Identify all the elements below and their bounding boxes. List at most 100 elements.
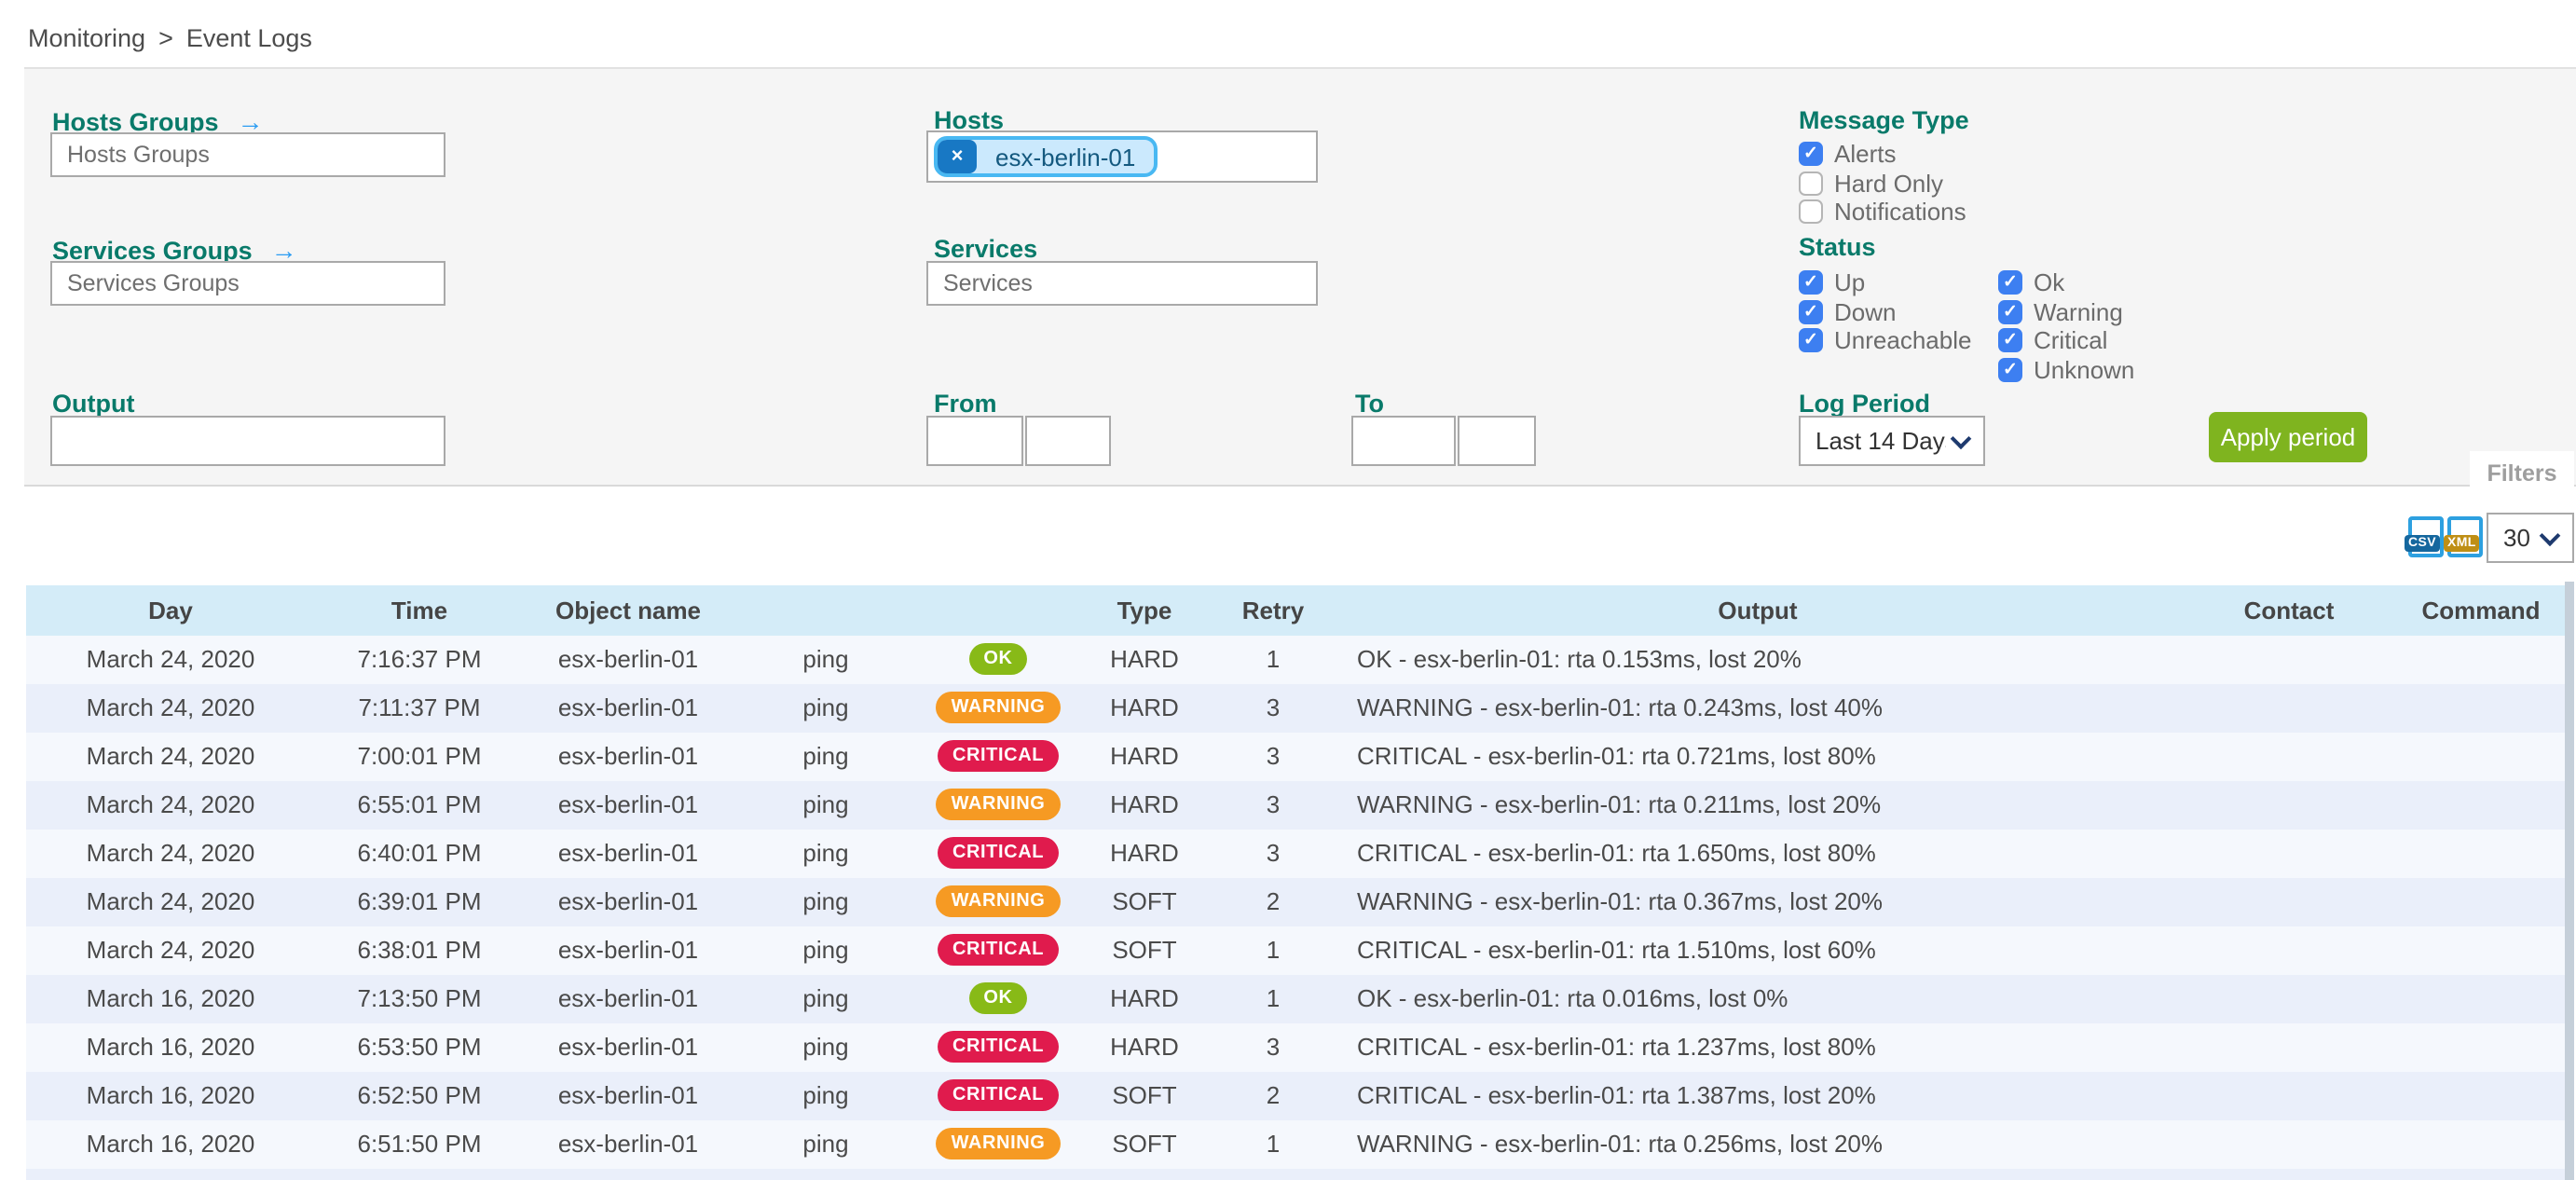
- hosts-input[interactable]: × esx-berlin-01: [926, 130, 1318, 183]
- cell-object-name[interactable]: esx-berlin-01: [557, 1033, 699, 1061]
- cell-object-name[interactable]: esx-berlin-01: [557, 693, 699, 721]
- to-time-input[interactable]: [1458, 416, 1536, 466]
- checkbox-icon[interactable]: ✓: [1799, 299, 1823, 324]
- cell-status: WARNING: [919, 1120, 1077, 1169]
- arrow-right-icon[interactable]: →: [270, 235, 297, 265]
- checkbox-option[interactable]: Notifications: [1799, 198, 1966, 226]
- cell-object-name[interactable]: esx-berlin-01: [557, 839, 699, 867]
- cell-object-name[interactable]: esx-berlin-01: [557, 1130, 699, 1158]
- cell-status: WARNING: [919, 781, 1077, 830]
- cell-service[interactable]: ping: [802, 839, 849, 867]
- apply-period-button[interactable]: Apply period: [2209, 412, 2367, 462]
- cell-output: CRITICAL - esx-berlin-01: rta 1.237ms, l…: [1357, 1033, 1876, 1061]
- checkbox-icon[interactable]: ✓: [1998, 270, 2022, 295]
- table-row[interactable]: March 24, 2020 7:11:37 PM esx-berlin-01 …: [26, 684, 2565, 733]
- cell-object-name[interactable]: esx-berlin-01: [557, 645, 699, 673]
- checkbox-label: Alerts: [1834, 140, 1897, 169]
- breadcrumb-section[interactable]: Monitoring: [28, 24, 146, 52]
- cell-service[interactable]: ping: [802, 936, 849, 964]
- remove-host-icon[interactable]: ×: [938, 140, 977, 173]
- cell-type: SOFT: [1112, 936, 1177, 964]
- checkbox-icon[interactable]: ✓: [1998, 328, 2022, 353]
- checkbox-option[interactable]: ✓ Warning: [1998, 297, 2134, 326]
- services-groups-input[interactable]: [50, 261, 445, 306]
- filters-tab[interactable]: Filters: [2470, 451, 2574, 496]
- status-badge: CRITICAL: [937, 837, 1060, 870]
- to-date-input[interactable]: [1351, 416, 1456, 466]
- from-time-input[interactable]: [1025, 416, 1111, 466]
- checkbox-option[interactable]: ✓ Unreachable: [1799, 326, 1971, 355]
- table-row[interactable]: March 24, 2020 6:39:01 PM esx-berlin-01 …: [26, 878, 2565, 926]
- table-row[interactable]: March 16, 2020 6:52:50 PM esx-berlin-01 …: [26, 1072, 2565, 1120]
- cell-service[interactable]: ping: [802, 1130, 849, 1158]
- status-badge: CRITICAL: [937, 1031, 1060, 1063]
- table-row[interactable]: March 24, 2020 6:40:01 PM esx-berlin-01 …: [26, 830, 2565, 878]
- page-size-select[interactable]: 30: [2487, 513, 2574, 563]
- table-row[interactable]: March 24, 2020 7:16:37 PM esx-berlin-01 …: [26, 636, 2565, 684]
- cell-status: OK: [919, 636, 1077, 684]
- table-row[interactable]: March 16, 2020 6:51:50 PM esx-berlin-01 …: [26, 1120, 2565, 1169]
- cell-service[interactable]: ping: [802, 984, 849, 1012]
- checkbox-option[interactable]: ✓ Down: [1799, 297, 1971, 326]
- event-rows: March 24, 2020 7:16:37 PM esx-berlin-01 …: [26, 636, 2565, 1169]
- checkbox-option[interactable]: ✓ Unknown: [1998, 355, 2134, 384]
- table-row[interactable]: March 24, 2020 7:00:01 PM esx-berlin-01 …: [26, 733, 2565, 781]
- cell-service[interactable]: ping: [802, 645, 849, 673]
- log-period-select[interactable]: Last 14 Days: [1799, 416, 1985, 466]
- cell-retry: 3: [1266, 693, 1281, 721]
- export-xml-button[interactable]: XML: [2444, 516, 2483, 557]
- cell-contact: [2181, 975, 2397, 1023]
- cell-service[interactable]: ping: [802, 887, 849, 915]
- cell-type: SOFT: [1112, 887, 1177, 915]
- table-row[interactable]: March 24, 2020 6:55:01 PM esx-berlin-01 …: [26, 781, 2565, 830]
- checkbox-option[interactable]: Hard Only: [1799, 169, 1966, 198]
- cell-service[interactable]: ping: [802, 742, 849, 770]
- cell-object-name[interactable]: esx-berlin-01: [557, 742, 699, 770]
- cell-command: [2397, 781, 2565, 830]
- cell-time: 6:38:01 PM: [357, 936, 482, 964]
- table-row[interactable]: March 16, 2020 7:13:50 PM esx-berlin-01 …: [26, 975, 2565, 1023]
- cell-object-name[interactable]: esx-berlin-01: [557, 984, 699, 1012]
- services-input[interactable]: [926, 261, 1318, 306]
- checkbox-icon[interactable]: ✓: [1998, 299, 2022, 324]
- scrollbar[interactable]: [2565, 582, 2574, 1180]
- status-badge: CRITICAL: [937, 1079, 1060, 1112]
- checkbox-option[interactable]: ✓ Up: [1799, 268, 1971, 297]
- checkbox-icon[interactable]: ✓: [1799, 270, 1823, 295]
- checkbox-icon[interactable]: ✓: [1799, 328, 1823, 353]
- cell-type: HARD: [1110, 984, 1179, 1012]
- checkbox-label: Ok: [2034, 268, 2065, 297]
- message-type-group: ✓ Alerts Hard Only Notifications: [1799, 140, 1966, 226]
- checkbox-option[interactable]: ✓ Critical: [1998, 326, 2134, 355]
- checkbox-icon[interactable]: ✓: [1799, 142, 1823, 167]
- cell-service[interactable]: ping: [802, 693, 849, 721]
- cell-status: OK: [919, 975, 1077, 1023]
- checkbox-icon[interactable]: [1799, 199, 1823, 225]
- cell-service[interactable]: ping: [802, 1033, 849, 1061]
- cell-object-name[interactable]: esx-berlin-01: [557, 1081, 699, 1109]
- output-input[interactable]: [50, 416, 445, 466]
- cell-status: CRITICAL: [919, 830, 1077, 878]
- from-date-input[interactable]: [926, 416, 1023, 466]
- cell-object-name[interactable]: esx-berlin-01: [557, 936, 699, 964]
- table-row[interactable]: March 24, 2020 6:38:01 PM esx-berlin-01 …: [26, 926, 2565, 975]
- export-csv-button[interactable]: CSV: [2405, 516, 2444, 557]
- table-row[interactable]: March 16, 2020 6:53:50 PM esx-berlin-01 …: [26, 1023, 2565, 1072]
- checkbox-icon[interactable]: [1799, 171, 1823, 196]
- cell-service[interactable]: ping: [802, 790, 849, 818]
- cell-object-name[interactable]: esx-berlin-01: [557, 790, 699, 818]
- hosts-groups-input[interactable]: [50, 132, 445, 177]
- checkbox-option[interactable]: ✓ Ok: [1998, 268, 2134, 297]
- cell-command: [2397, 733, 2565, 781]
- checkbox-icon[interactable]: ✓: [1998, 357, 2022, 382]
- cell-time: 7:13:50 PM: [357, 984, 482, 1012]
- checkbox-option[interactable]: ✓ Alerts: [1799, 140, 1966, 169]
- services-groups-label: Services Groups →: [52, 235, 297, 265]
- host-chip-label: esx-berlin-01: [995, 143, 1136, 171]
- log-period-label: Log Period: [1799, 390, 1930, 418]
- arrow-right-icon[interactable]: →: [237, 106, 264, 136]
- cell-day: March 24, 2020: [86, 887, 255, 915]
- cell-time: 6:55:01 PM: [357, 790, 482, 818]
- cell-service[interactable]: ping: [802, 1081, 849, 1109]
- cell-object-name[interactable]: esx-berlin-01: [557, 887, 699, 915]
